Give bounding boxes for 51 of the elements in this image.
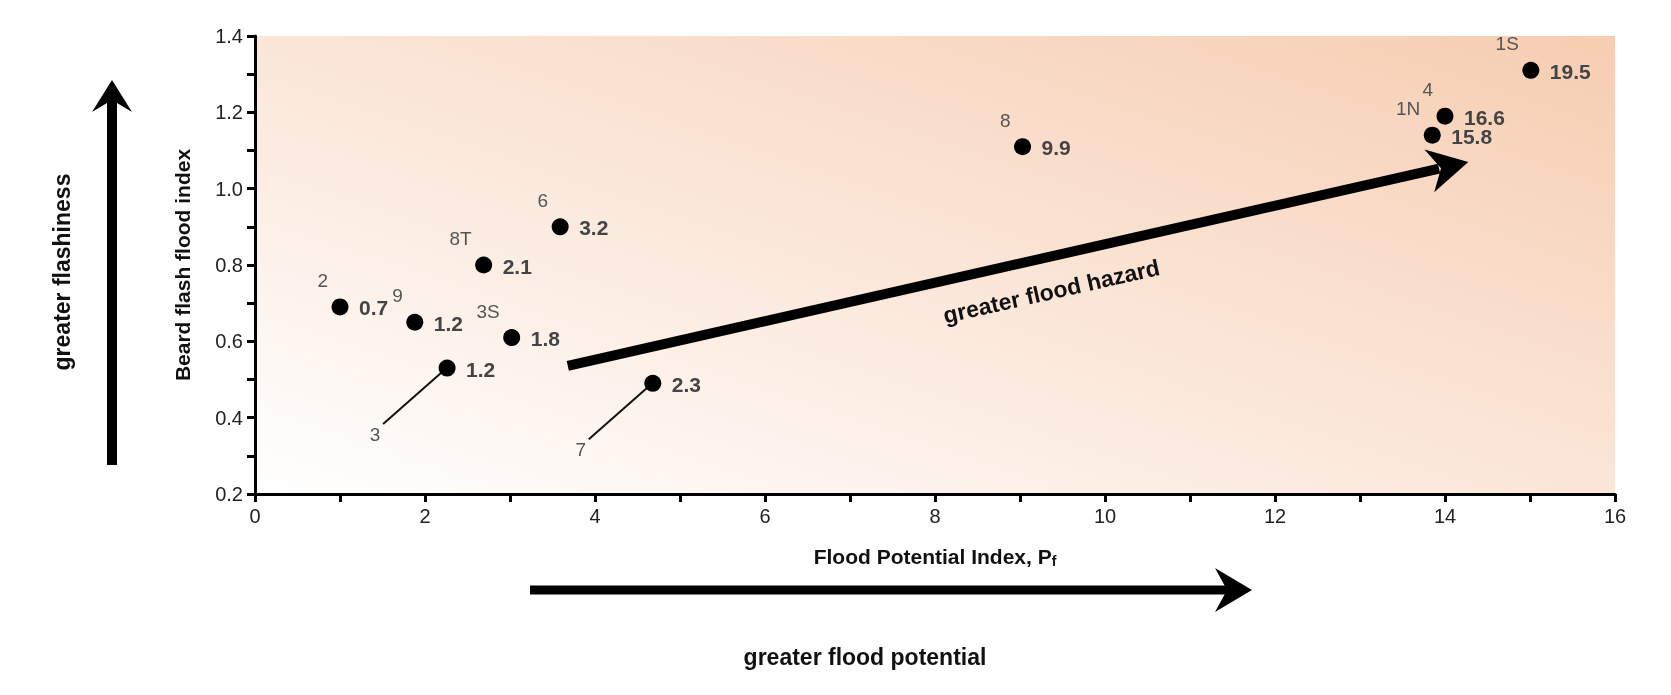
point (503, 329, 521, 347)
annotation: 8 (999, 109, 1011, 131)
x-tick-label: 12 (1263, 505, 1287, 527)
x-tick-label: 16 (1603, 505, 1627, 527)
y-tick-label: 1.4 (215, 25, 243, 47)
x-tick-label: 6 (759, 505, 771, 527)
annotation: 3S (476, 300, 500, 322)
x-tick-label: 4 (589, 505, 601, 527)
point (1423, 126, 1441, 144)
annotation: 6 (537, 189, 549, 211)
annotation: 2.3 (671, 372, 701, 396)
annotation: 9 (392, 285, 403, 307)
annotation: 2.1 (502, 254, 533, 278)
point (1522, 61, 1540, 79)
annotation: 1.2 (433, 311, 463, 335)
point (1436, 107, 1454, 125)
annotation: 1N (1395, 98, 1421, 120)
annotation: 1S (1495, 33, 1519, 55)
point (644, 374, 662, 392)
annotation: 1.8 (530, 327, 561, 351)
annotation: 4 (1422, 79, 1434, 101)
annotation: 0.7 (359, 296, 389, 320)
y-axis-title: Beard flash flood index (171, 148, 194, 382)
annotation: 8T (449, 228, 473, 249)
annotation: 19.5 (1549, 59, 1592, 83)
text: greater flashiness (49, 173, 75, 371)
point (438, 359, 456, 377)
text: greater flood potential (743, 644, 987, 670)
point (406, 313, 424, 331)
x-tick-label: 10 (1093, 505, 1117, 527)
y-tick-label: 1.2 (215, 101, 243, 124)
annotation: 2 (317, 269, 328, 291)
y-tick-label: 0.2 (215, 483, 243, 505)
x-tick-label: 2 (419, 505, 431, 527)
annotation: 3 (369, 423, 381, 445)
point (1014, 138, 1032, 156)
annotation: 9.9 (1041, 136, 1071, 160)
point (475, 256, 493, 274)
x-tick-label: 0 (249, 505, 261, 527)
x-tick-label: 14 (1433, 505, 1457, 527)
y-tick-label: 1.0 (215, 177, 243, 200)
annotation: 7 (575, 438, 587, 460)
x-tick-label: 8 (929, 505, 941, 527)
point (331, 298, 349, 316)
annotation: greater flood hazard (940, 254, 1163, 329)
y-tick-label: 0.4 (215, 406, 243, 429)
point (551, 218, 569, 236)
y-tick-label: 0.8 (215, 254, 243, 276)
annotation: 3.2 (579, 216, 609, 240)
y-tick-label: 0.6 (215, 330, 243, 353)
annotation: 1.2 (466, 357, 496, 381)
